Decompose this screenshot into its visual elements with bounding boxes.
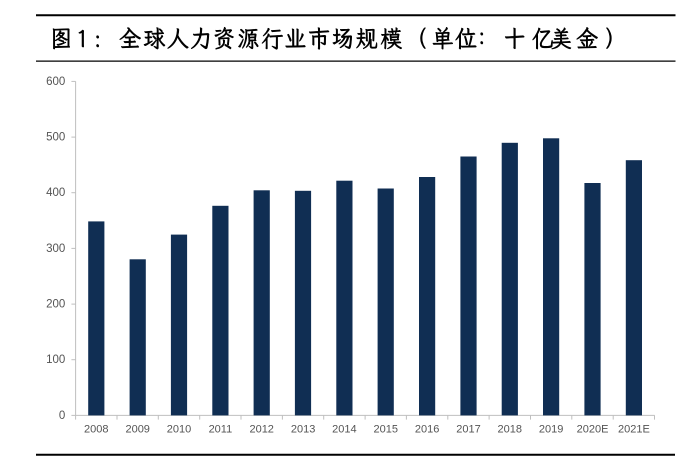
svg-text:200: 200 — [46, 299, 65, 311]
svg-text:400: 400 — [46, 187, 65, 199]
svg-text:2016: 2016 — [415, 424, 439, 436]
svg-text:2013: 2013 — [291, 424, 315, 436]
svg-text:2021E: 2021E — [618, 424, 650, 436]
svg-text:600: 600 — [46, 76, 65, 88]
svg-text:0: 0 — [59, 410, 65, 422]
svg-text:500: 500 — [46, 132, 65, 144]
svg-text:100: 100 — [46, 354, 65, 366]
svg-text:2008: 2008 — [84, 424, 108, 436]
svg-text:2017: 2017 — [456, 424, 480, 436]
svg-text:2014: 2014 — [332, 424, 356, 436]
svg-text:2009: 2009 — [125, 424, 149, 436]
svg-text:2019: 2019 — [539, 424, 563, 436]
svg-text:300: 300 — [46, 243, 65, 255]
svg-text:2012: 2012 — [249, 424, 273, 436]
svg-text:2011: 2011 — [209, 424, 233, 436]
svg-text:2010: 2010 — [167, 424, 191, 436]
svg-text:2015: 2015 — [374, 424, 398, 436]
svg-text:2020E: 2020E — [577, 424, 609, 436]
svg-text:2018: 2018 — [498, 424, 522, 436]
